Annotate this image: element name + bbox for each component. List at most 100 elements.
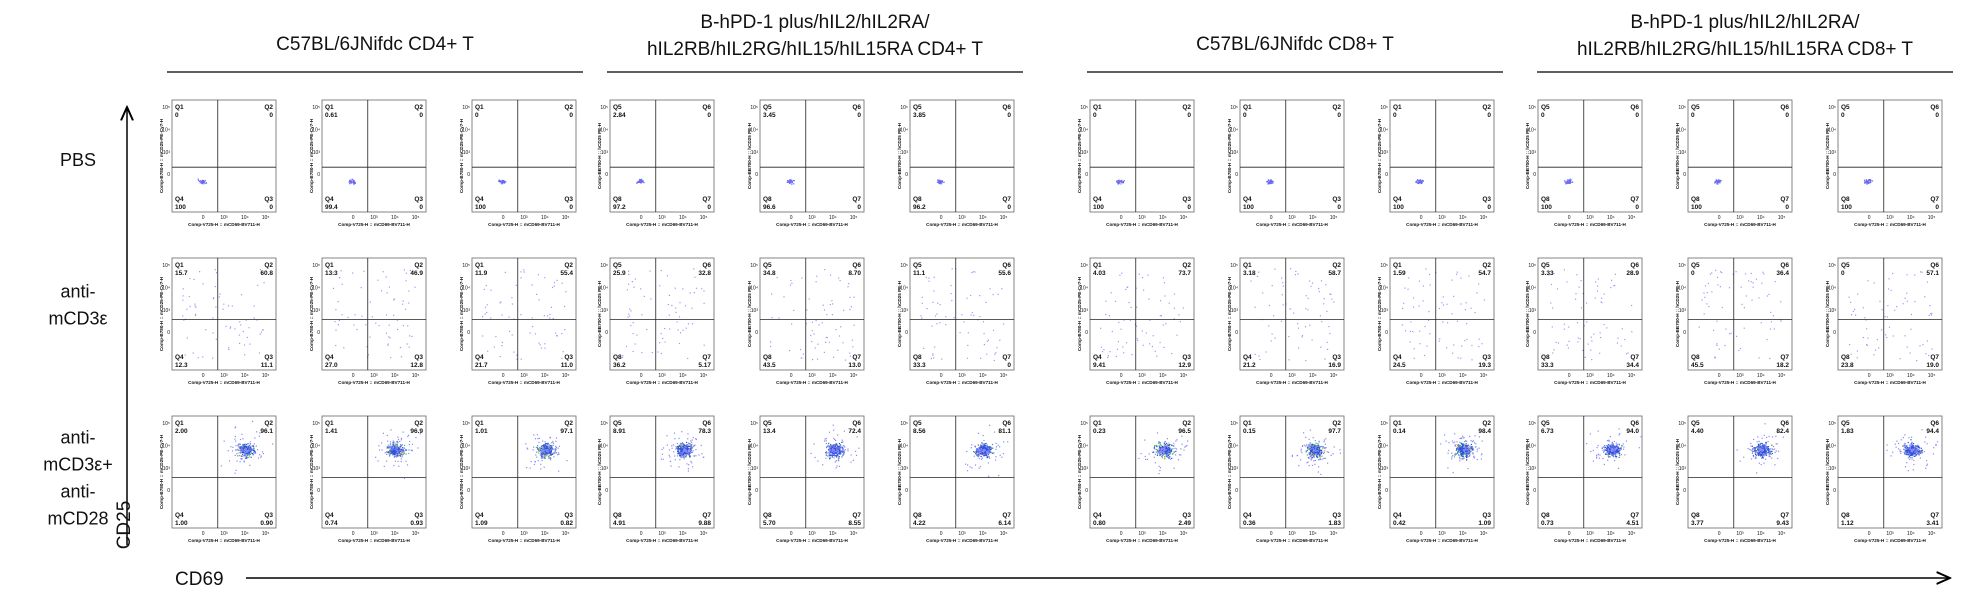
event-dot xyxy=(693,268,695,270)
event-dot xyxy=(690,449,692,452)
event-dot xyxy=(961,314,963,316)
x-axis-label: Comp-V725-H :: mCD69-BV711-H xyxy=(926,538,998,543)
event-dot xyxy=(1168,447,1171,449)
event-dot xyxy=(932,353,934,355)
quadrant-value: 1.09 xyxy=(475,520,488,527)
event-dot xyxy=(1161,457,1163,459)
quadrant-name: Q2 xyxy=(414,420,423,427)
event-dot xyxy=(835,450,837,452)
event-dot xyxy=(1318,447,1320,449)
event-dot xyxy=(975,451,977,453)
y-axis-label: Comp-B780-H :: mCD25-PE-Cy7-H xyxy=(1377,118,1382,193)
event-dot xyxy=(543,448,545,450)
event-dot xyxy=(1403,302,1405,304)
x-tick: 10⁴ xyxy=(391,215,399,221)
x-tick: 0 xyxy=(352,531,355,537)
event-dot xyxy=(253,317,255,319)
event-dot xyxy=(244,457,246,459)
event-dot xyxy=(836,444,838,446)
event-dot xyxy=(1175,454,1177,456)
event-dot xyxy=(396,453,398,455)
event-dot xyxy=(993,452,995,454)
event-dot xyxy=(1312,443,1314,445)
event-dot xyxy=(244,453,246,455)
event-dot xyxy=(1158,465,1160,467)
event-dot xyxy=(227,305,230,307)
y-tick: 10⁵ xyxy=(462,263,470,269)
event-dot xyxy=(1171,448,1173,451)
event-dot xyxy=(836,443,838,445)
event-dot xyxy=(686,445,688,447)
event-dot xyxy=(940,183,942,185)
event-dot xyxy=(1312,444,1314,446)
event-dot xyxy=(1323,298,1325,300)
y-tick: 10³ xyxy=(901,466,909,472)
quadrant-value: 12.8 xyxy=(410,362,423,369)
quadrant-value: 55.4 xyxy=(560,270,573,277)
x-tick: 10⁴ xyxy=(241,531,249,537)
event-dot xyxy=(842,441,844,443)
event-dot xyxy=(546,452,548,454)
event-dot xyxy=(1162,448,1164,450)
x-axis-label: Comp-V725-H :: mCD69-BV711-H xyxy=(626,538,698,543)
event-dot xyxy=(199,180,201,182)
event-dot xyxy=(408,452,410,455)
event-dot xyxy=(995,352,997,354)
event-dot xyxy=(979,466,981,468)
event-dot xyxy=(695,287,698,289)
event-dot xyxy=(1297,323,1299,325)
event-dot xyxy=(401,451,403,453)
event-dot xyxy=(636,182,638,184)
plot-frame xyxy=(609,257,715,371)
event-dot xyxy=(1159,454,1161,457)
event-dot xyxy=(643,295,645,297)
event-dot xyxy=(556,335,558,337)
plot-frame xyxy=(471,415,577,529)
event-dot xyxy=(369,336,371,338)
event-dot xyxy=(787,181,789,183)
event-dot xyxy=(681,442,683,444)
event-dot xyxy=(986,452,988,454)
quadrant-value: 0 xyxy=(857,112,861,119)
event-dot xyxy=(554,451,556,453)
event-dot xyxy=(657,351,659,353)
event-dot xyxy=(978,467,980,469)
event-dot xyxy=(788,180,790,182)
event-dot xyxy=(389,446,391,448)
event-dot xyxy=(253,449,255,451)
event-dot xyxy=(1471,359,1473,361)
event-dot xyxy=(251,451,253,453)
event-dot xyxy=(1153,451,1155,453)
event-dot xyxy=(544,446,547,448)
event-dot xyxy=(247,446,249,448)
quadrant-name: Q1 xyxy=(1093,262,1102,269)
event-dot xyxy=(550,445,552,447)
y-tick: 10⁴ xyxy=(1080,127,1088,133)
event-dot xyxy=(1162,454,1164,456)
x-tick: 10³ xyxy=(958,215,966,221)
y-tick: 10⁴ xyxy=(462,285,470,291)
event-dot xyxy=(399,449,401,451)
quadrant-value: 0 xyxy=(269,112,273,119)
event-dot xyxy=(543,452,545,454)
event-dot xyxy=(936,313,938,315)
quadrant-value: 97.2 xyxy=(613,204,626,211)
event-dot xyxy=(666,444,668,446)
event-dot xyxy=(967,332,969,334)
event-dot xyxy=(228,348,230,351)
x-tick: 10³ xyxy=(658,215,666,221)
event-dot xyxy=(1417,180,1419,182)
event-dot xyxy=(539,449,541,451)
event-dot xyxy=(1122,346,1124,348)
event-dot xyxy=(999,446,1001,448)
plot-frame xyxy=(1089,415,1195,529)
event-dot xyxy=(1481,343,1483,345)
event-dot xyxy=(1419,181,1421,183)
event-dot xyxy=(182,315,184,317)
event-dot xyxy=(1274,337,1276,339)
event-dot xyxy=(252,445,255,447)
event-dot xyxy=(391,449,393,451)
event-dot xyxy=(981,450,983,452)
event-dot xyxy=(386,451,388,453)
event-dot xyxy=(396,450,398,452)
